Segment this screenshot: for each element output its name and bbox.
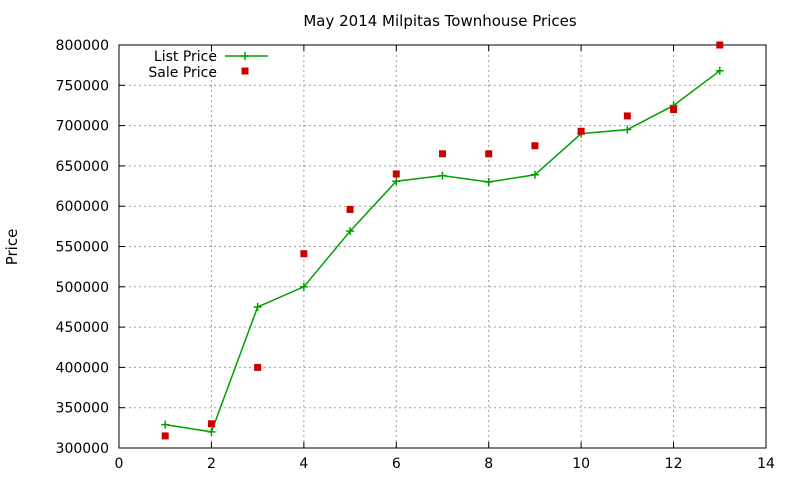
x-tick-label: 4	[299, 456, 308, 472]
list-price-line	[165, 70, 721, 433]
sale-price-point	[392, 170, 400, 178]
sale-price-point	[670, 105, 678, 113]
list-price-point	[207, 427, 216, 436]
x-tick-label: 8	[484, 456, 493, 472]
y-tick-label: 400000	[56, 360, 109, 376]
list-price-point	[715, 66, 724, 75]
list-price-point	[530, 170, 539, 179]
list-price-point	[299, 282, 308, 291]
sale-price-point	[207, 420, 215, 428]
legend: List Price Sale Price	[148, 49, 268, 81]
list-price-point	[392, 177, 401, 186]
sale-price-point	[485, 150, 493, 158]
y-tick-label: 550000	[56, 240, 109, 256]
series-layer	[161, 41, 724, 440]
sale-price-point	[531, 142, 539, 150]
y-tick-label: 600000	[56, 199, 109, 215]
legend-marker-sale-price	[241, 67, 249, 75]
sale-price-point	[439, 150, 446, 158]
sale-price-point	[300, 250, 308, 258]
legend-label-sale-price: Sale Price	[148, 65, 217, 81]
sale-price-point	[346, 205, 354, 213]
list-price-point	[484, 178, 493, 187]
legend-marker-list-price	[241, 52, 249, 60]
y-tick-label: 700000	[56, 119, 109, 135]
sale-price-point	[577, 127, 585, 135]
list-price-point	[438, 171, 447, 180]
y-tick-label: 500000	[56, 280, 109, 296]
x-tick-label: 12	[665, 456, 683, 472]
y-tick-label: 450000	[56, 320, 109, 336]
x-tick-label: 2	[207, 456, 216, 472]
y-tick-label: 750000	[56, 78, 109, 94]
legend-label-list-price: List Price	[154, 49, 217, 65]
y-axis-label: Price	[3, 229, 21, 266]
sale-price-point	[623, 112, 631, 120]
y-tick-label: 300000	[56, 441, 109, 457]
y-tick-label: 650000	[56, 159, 109, 175]
plot-frame	[118, 44, 767, 449]
sale-price-point	[254, 363, 262, 371]
y-tick-label: 800000	[56, 38, 109, 54]
x-tick-label: 14	[757, 456, 775, 472]
axis-ticks: 0 2 4 6 8 10 12 14 300000 350000 400000 450000 50000…	[56, 38, 775, 472]
grid	[119, 45, 766, 448]
x-tick-label: 6	[392, 456, 401, 472]
sale-price-point	[716, 41, 724, 49]
x-tick-label: 10	[572, 456, 590, 472]
x-tick-label: 0	[115, 456, 124, 472]
list-price-point	[161, 420, 170, 429]
list-price-point	[346, 227, 355, 236]
sale-price-point	[161, 432, 169, 440]
chart-title: May 2014 Milpitas Townhouse Prices	[303, 12, 577, 30]
list-price-point	[623, 125, 632, 134]
y-tick-label: 350000	[56, 401, 109, 417]
list-price-point	[253, 302, 262, 311]
